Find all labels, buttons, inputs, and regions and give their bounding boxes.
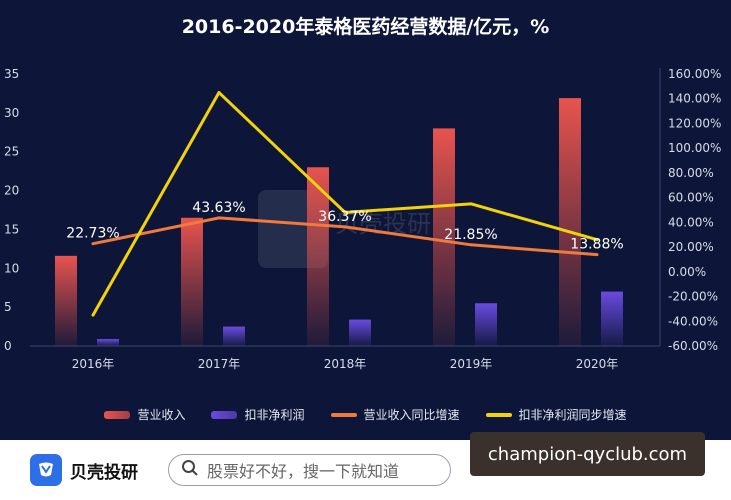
brand-name: 贝壳投研 (70, 462, 138, 483)
search-input[interactable]: 股票好不好，搜一下就知道 (168, 454, 451, 486)
legend-swatch (211, 410, 238, 419)
line-point (469, 202, 473, 206)
data-label: 36.37% (318, 209, 371, 225)
legend-label: 营业收入同比增速 (363, 408, 460, 422)
brand-logo-icon (30, 454, 62, 486)
line-point (469, 243, 473, 247)
chart-panel (0, 0, 731, 440)
brand[interactable]: 贝壳投研 (30, 454, 138, 486)
y-right-tick-label: -40.00% (668, 314, 718, 328)
bar-revenue (55, 255, 77, 346)
chart-title: 2016-2020年泰格医药经营数据/亿元，% (181, 16, 550, 38)
bar-revenue (433, 128, 455, 346)
y-right-tick-label: 20.00% (668, 240, 714, 254)
y-left-tick-label: 25 (4, 145, 19, 159)
y-right-tick-label: 100.00% (668, 141, 721, 155)
watermark: 贝壳投研 (258, 190, 431, 268)
y-right-tick-label: 140.00% (668, 92, 721, 106)
data-label: 13.88% (570, 237, 623, 253)
bar-net-profit (475, 303, 497, 346)
legend-item[interactable]: 营业收入同比增速 (330, 406, 460, 423)
bar-revenue (181, 217, 203, 346)
legend-label: 扣非净利润 (244, 408, 305, 422)
bar-net-profit (97, 339, 119, 346)
line-point (343, 225, 347, 229)
y-right-tick-label: 40.00% (668, 215, 714, 229)
y-left-tick-label: 15 (4, 222, 19, 236)
x-tick-label: 2016年 (72, 357, 115, 371)
search-icon (181, 459, 199, 481)
legend-item[interactable]: 扣非净利润 (211, 406, 305, 423)
x-tick-label: 2020年 (576, 357, 619, 371)
line-point (217, 216, 221, 220)
y-right-tick-label: 60.00% (668, 191, 714, 205)
bar-net-profit (349, 319, 371, 346)
line-point (595, 253, 599, 257)
x-tick-label: 2017年 (198, 357, 241, 371)
line-point (595, 238, 599, 242)
search-placeholder: 股票好不好，搜一下就知道 (207, 462, 400, 481)
y-left-tick-label: 5 (4, 300, 12, 314)
chart-plot: 贝壳投研 0 5 10 15 20 25 30 35 -60.00% -40.00% -20.00%… (4, 67, 721, 371)
legend-swatch (104, 410, 131, 419)
legend-item[interactable]: 营业收入 (104, 406, 185, 423)
y-left-tick-label: 30 (4, 106, 19, 120)
legend-label: 扣非净利润同步增速 (518, 408, 627, 422)
y-right-tick-label: 0.00% (668, 265, 706, 279)
bar-net-profit (223, 326, 245, 346)
y-right-tick-label: 120.00% (668, 116, 721, 130)
y-left-tick-label: 0 (4, 339, 12, 353)
line-point (91, 242, 95, 246)
legend-swatch (330, 412, 357, 417)
bar-revenue (559, 98, 581, 346)
line-point (91, 313, 95, 317)
legend-label: 营业收入 (137, 408, 186, 422)
y-right-tick-label: -60.00% (668, 339, 718, 353)
y-left-tick-label: 20 (4, 184, 19, 198)
data-label: 21.85% (444, 227, 497, 243)
y-right-tick-label: -20.00% (668, 290, 718, 304)
y-left-tick-label: 35 (4, 67, 19, 81)
data-label: 22.73% (66, 226, 119, 242)
line-point (217, 91, 221, 95)
bar-revenue (307, 167, 329, 346)
y-right-tick-label: 160.00% (668, 67, 721, 81)
line-point (343, 210, 347, 214)
line-profit-growth (91, 91, 598, 316)
bar-net-profit (601, 291, 623, 346)
x-tick-label: 2019年 (450, 357, 493, 371)
x-tick-label: 2018年 (324, 357, 367, 371)
legend-item[interactable]: 扣非净利润同步增速 (485, 406, 627, 423)
data-label: 43.63% (192, 200, 245, 216)
legend: 营业收入 扣非净利润 营业收入同比增速 扣非净利润同步增速 (0, 406, 731, 423)
y-left-tick-label: 10 (4, 261, 19, 275)
url-badge: champion-qyclub.com (470, 432, 705, 476)
y-right-tick-label: 80.00% (668, 166, 714, 180)
legend-swatch (485, 412, 512, 417)
